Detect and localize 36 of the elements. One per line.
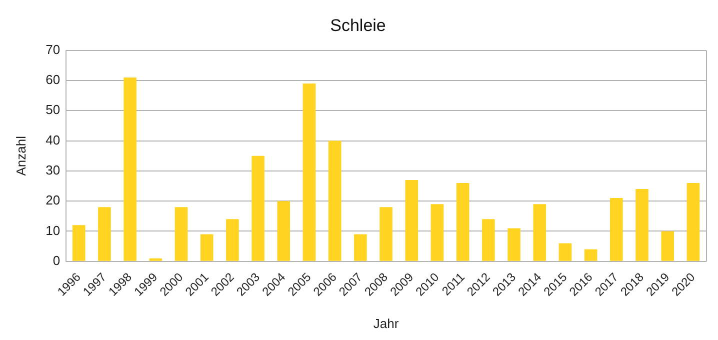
bar <box>533 204 546 261</box>
y-tick-label: 20 <box>46 192 60 208</box>
bar <box>405 180 418 261</box>
y-tick-label: 10 <box>46 222 60 238</box>
bar <box>430 204 444 261</box>
bar <box>354 234 367 261</box>
y-axis-title: Anzahl <box>13 136 28 176</box>
y-tick-label: 30 <box>46 162 60 178</box>
bar <box>661 231 674 261</box>
x-axis-title: Jahr <box>373 316 400 331</box>
y-tick-label: 60 <box>46 72 60 88</box>
bar <box>508 228 520 261</box>
y-tick-label: 40 <box>46 132 60 148</box>
bar <box>584 249 598 261</box>
bar <box>380 207 392 261</box>
bar <box>302 84 316 261</box>
chart-title: Schleie <box>330 16 386 35</box>
bar <box>252 156 264 261</box>
y-tick-label: 0 <box>52 252 60 268</box>
bar <box>686 182 700 261</box>
bar <box>610 198 623 261</box>
bar <box>328 140 342 261</box>
bar <box>72 225 86 261</box>
bar <box>200 234 214 261</box>
bar <box>226 219 239 261</box>
bar <box>277 201 290 261</box>
bar <box>124 78 136 261</box>
y-tick-label: 50 <box>46 102 60 118</box>
bar <box>456 182 470 261</box>
bar <box>98 207 111 261</box>
bar <box>149 258 162 261</box>
bar <box>174 207 188 261</box>
bar <box>558 243 572 261</box>
bar <box>482 219 495 261</box>
y-tick-label: 70 <box>46 42 60 57</box>
bar <box>636 189 648 261</box>
